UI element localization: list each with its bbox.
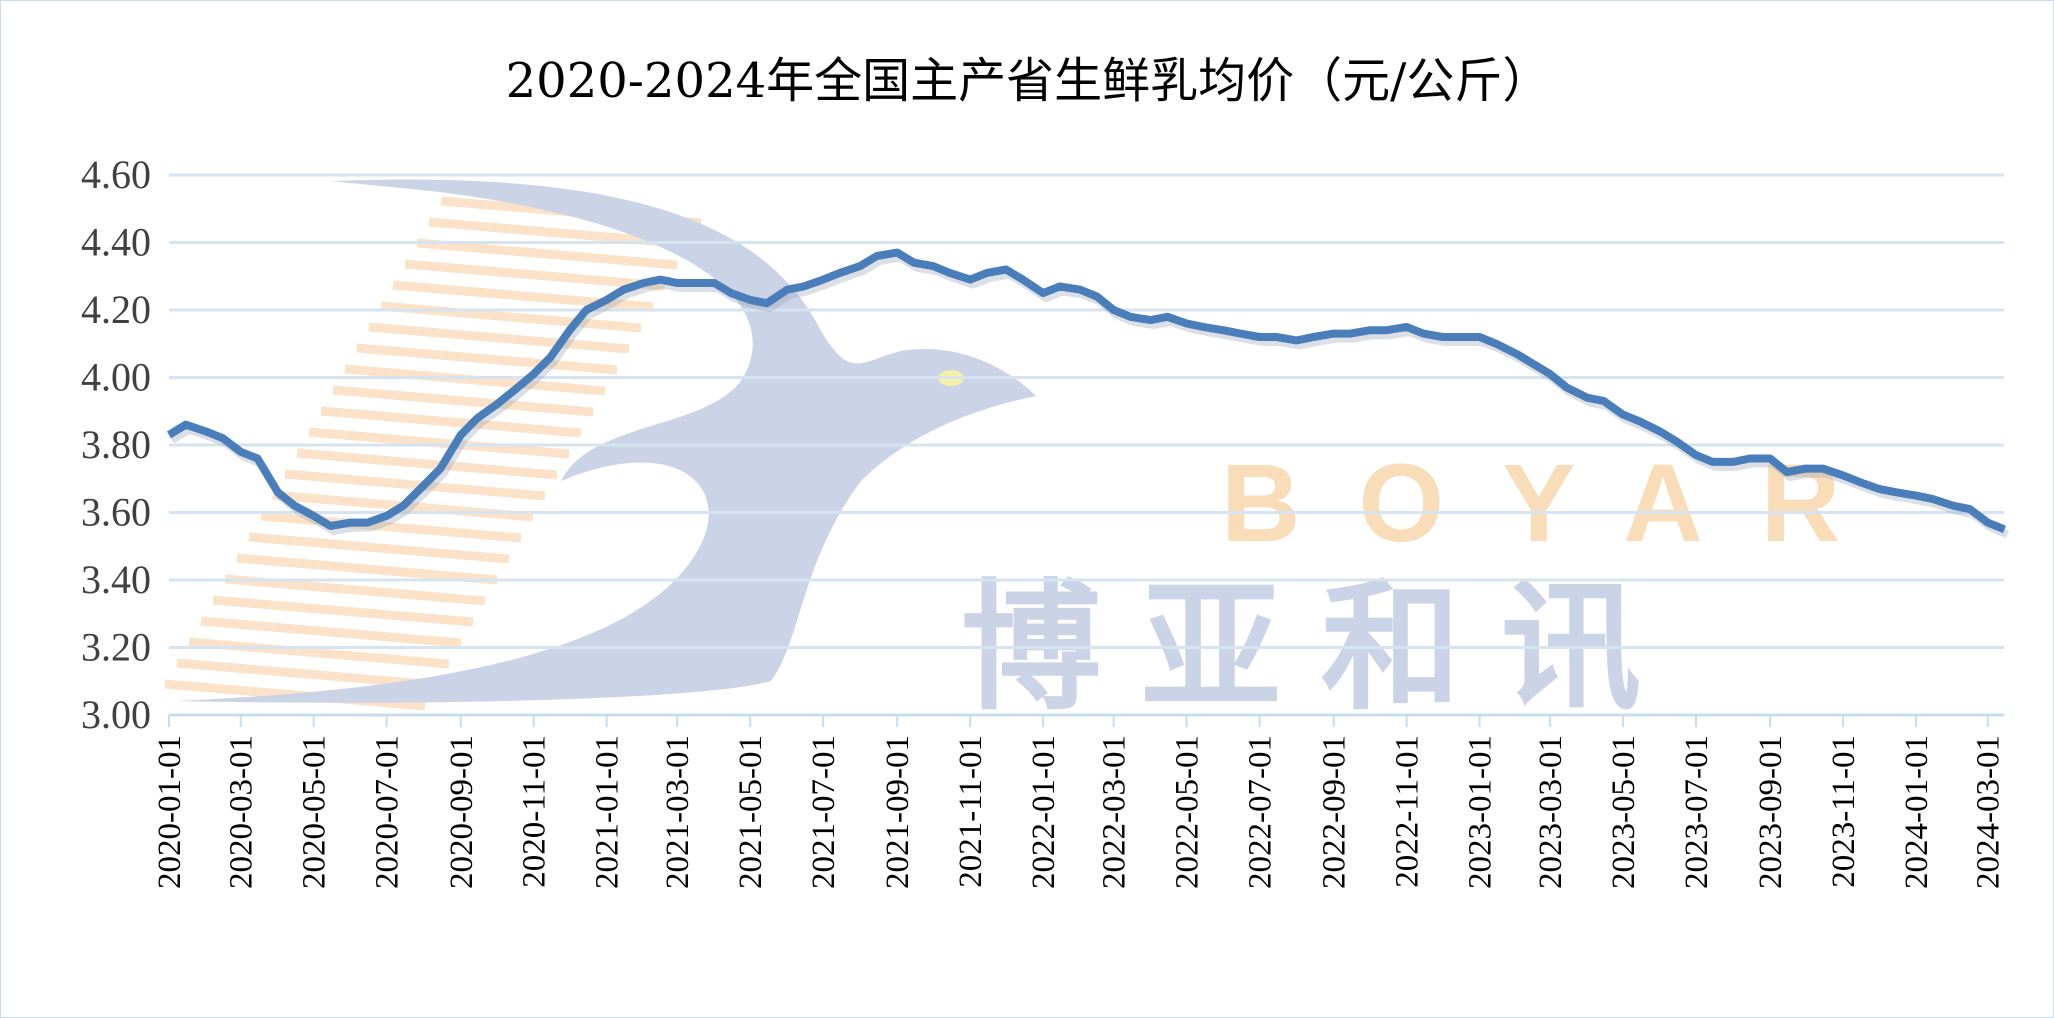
x-tick-label: 2022-07-01 — [1243, 735, 1279, 889]
x-tick-label: 2021-11-01 — [953, 735, 989, 888]
watermark-stripe — [308, 427, 570, 459]
x-axis: 2020-01-01 2020-03-01 2020-05-01 2020-07-01… — [152, 713, 2007, 889]
y-tick-label: 4.20 — [81, 287, 151, 332]
watermark-stripe — [320, 406, 582, 438]
x-tick-label: 2023-11-01 — [1826, 735, 1862, 888]
watermark-stripe — [332, 385, 594, 417]
x-tick-label: 2020-03-01 — [224, 735, 260, 889]
x-tick-label: 2021-05-01 — [733, 735, 769, 889]
x-tick-label: 2023-07-01 — [1679, 735, 1715, 889]
x-tick-label: 2022-11-01 — [1390, 735, 1426, 888]
watermark-stripe — [248, 532, 510, 564]
y-tick-label: 4.60 — [81, 152, 151, 197]
watermark-latin-text: BOYAR — [1221, 442, 1898, 565]
y-tick-label: 3.00 — [81, 692, 151, 737]
x-tick-label: 2021-09-01 — [880, 735, 916, 889]
watermark-stripe — [296, 448, 558, 480]
x-tick-label: 2021-01-01 — [590, 735, 626, 889]
watermark-stripe — [260, 511, 522, 543]
watermark-bird-shape — [176, 179, 1036, 703]
y-tick-label: 3.60 — [81, 490, 151, 535]
series-line — [166, 248, 2007, 534]
x-tick-label: 2021-07-01 — [806, 735, 842, 889]
watermark-stripe — [212, 595, 474, 627]
watermark-stripe — [392, 280, 654, 312]
watermark-stripe — [188, 637, 450, 669]
x-tick-label: 2023-09-01 — [1753, 735, 1789, 889]
gridlines — [169, 173, 2004, 717]
y-tick-label: 3.80 — [81, 422, 151, 467]
y-tick-label: 3.20 — [81, 625, 151, 670]
watermark-stripe — [284, 469, 546, 501]
x-tick-label: 2020-07-01 — [370, 735, 406, 889]
x-tick-label: 2023-03-01 — [1533, 735, 1569, 889]
chart-title: 2020-2024年全国主产省生鲜乳均价（元/公斤） — [505, 53, 1551, 109]
y-tick-label: 4.00 — [81, 355, 151, 400]
watermark-stripe — [344, 364, 606, 396]
y-tick-label: 4.40 — [81, 220, 151, 265]
x-tick-label: 2021-03-01 — [660, 735, 696, 889]
x-tick-label: 2023-01-01 — [1463, 735, 1499, 889]
x-tick-label: 2020-05-01 — [297, 735, 333, 889]
watermark-stripe — [200, 616, 462, 648]
x-tick-label: 2024-01-01 — [1899, 735, 1935, 889]
watermark-stripe — [404, 259, 666, 291]
series-layer — [166, 248, 2010, 539]
x-tick-label: 2022-09-01 — [1317, 735, 1353, 889]
watermark-stripe — [368, 322, 630, 354]
x-tick-label: 2020-11-01 — [517, 735, 553, 888]
x-tick-label: 2020-01-01 — [152, 735, 188, 889]
watermark-stripe — [356, 343, 618, 375]
watermark-stripe — [176, 658, 438, 690]
watermark-stripe — [236, 553, 498, 585]
x-tick-label: 2023-05-01 — [1606, 735, 1642, 889]
x-tick-label: 2022-05-01 — [1170, 735, 1206, 889]
y-tick-label: 3.40 — [81, 557, 151, 602]
x-tick-label: 2024-03-01 — [1971, 735, 2007, 889]
x-tick-label: 2022-03-01 — [1097, 735, 1133, 889]
watermark-stripe — [416, 238, 678, 270]
x-tick-label: 2022-01-01 — [1026, 735, 1062, 889]
y-axis: 3.00 3.20 3.40 3.60 3.80 4.00 4.20 4.40 4.60 — [81, 152, 151, 737]
watermark-stripe — [224, 574, 486, 606]
x-tick-label: 2020-09-01 — [444, 735, 480, 889]
